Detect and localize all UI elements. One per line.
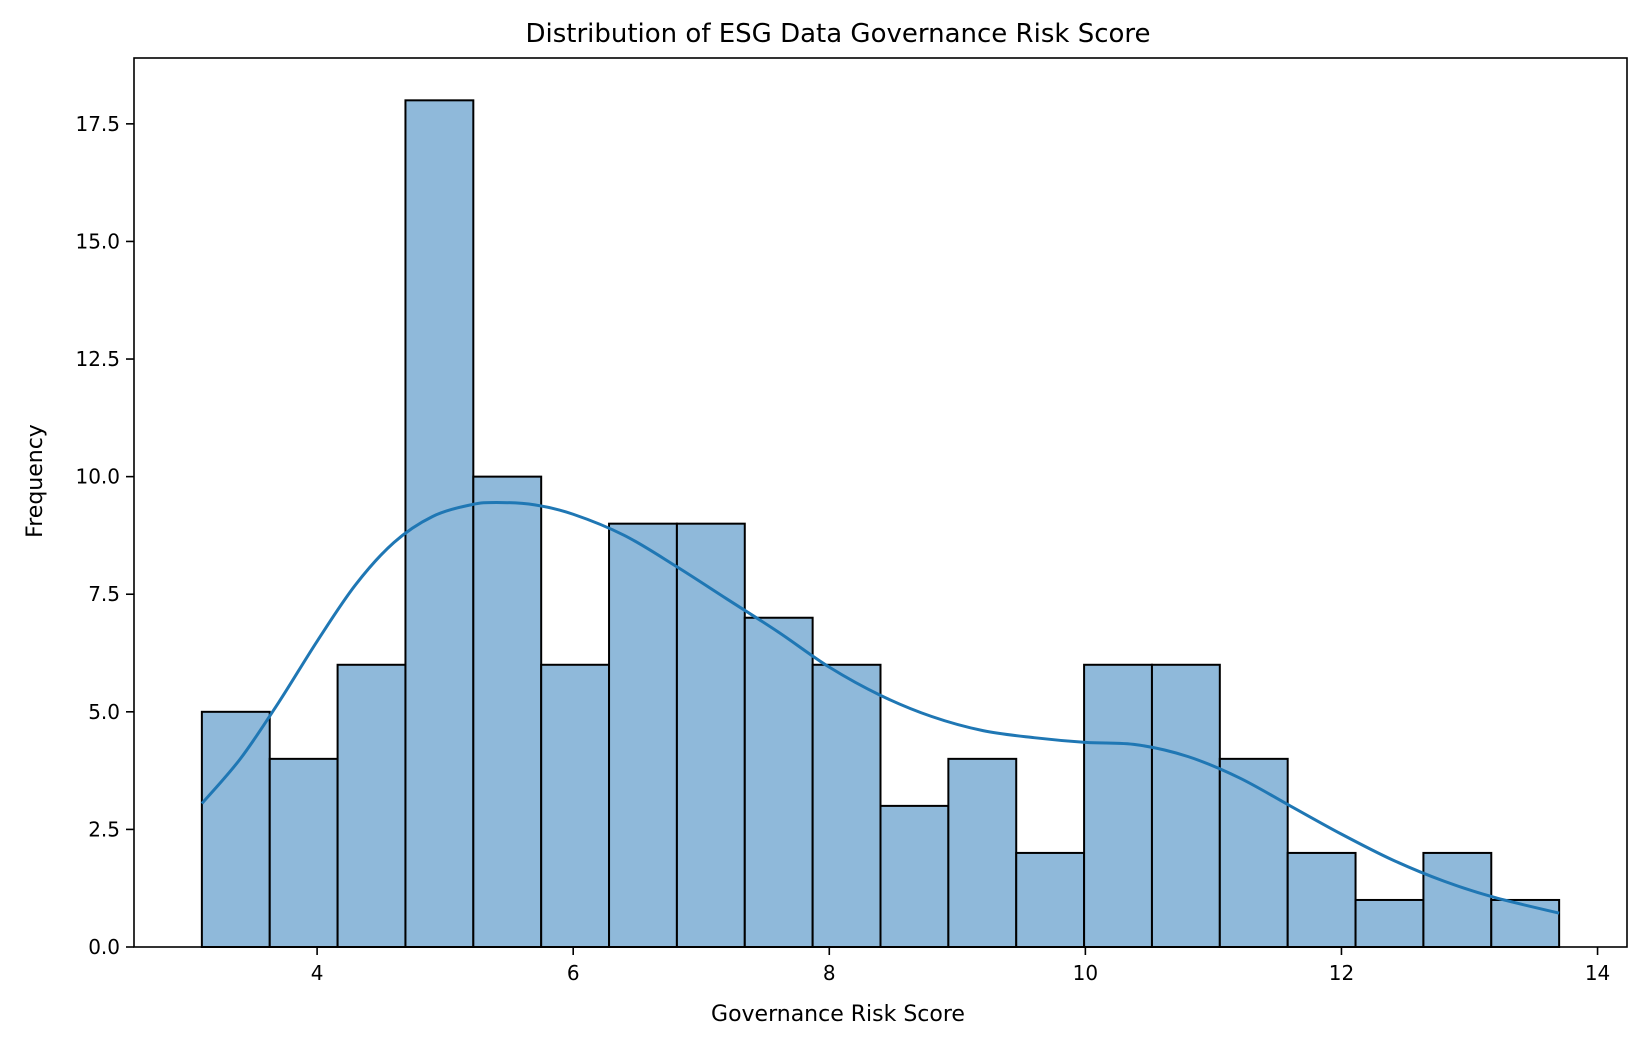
chart-title: Distribution of ESG Data Governance Risk… xyxy=(525,19,1150,49)
histogram-bar-1 xyxy=(268,757,339,949)
y-tick-label: 15.0 xyxy=(75,229,120,253)
y-axis-ticks: 0.0 2.5 5.0 7.5 10.0 12.5 15.0 17.5 xyxy=(75,112,134,959)
histogram-bar-8 xyxy=(743,616,814,948)
x-tick-label: 14 xyxy=(1585,961,1610,985)
y-tick-label: 2.5 xyxy=(88,817,120,841)
histogram-bar-10 xyxy=(879,804,950,949)
histogram-bar-5 xyxy=(540,663,611,948)
histogram-bar-14 xyxy=(1150,663,1221,948)
y-tick-label: 10.0 xyxy=(75,465,120,489)
y-tick-label: 17.5 xyxy=(75,112,120,136)
histogram-bar-7 xyxy=(675,522,746,949)
y-tick-label: 0.0 xyxy=(88,935,120,959)
histogram-bar-15 xyxy=(1218,757,1289,949)
y-tick-label: 12.5 xyxy=(75,347,120,371)
kde-curve xyxy=(200,500,1560,915)
y-axis-label: Frequency xyxy=(23,424,48,538)
x-tick-label: 6 xyxy=(567,961,580,985)
bars-group xyxy=(200,99,1561,949)
histogram-bar-9 xyxy=(811,663,882,948)
histogram-bar-16 xyxy=(1286,851,1357,948)
histogram-bar-6 xyxy=(608,522,678,949)
y-tick-label: 7.5 xyxy=(88,582,120,606)
x-tick-label: 4 xyxy=(311,961,324,985)
histogram-bar-2 xyxy=(336,663,407,948)
x-tick-label: 10 xyxy=(1073,961,1098,985)
histogram-bar-17 xyxy=(1354,898,1425,948)
plot-frame xyxy=(133,57,1628,948)
histogram-bar-11 xyxy=(947,757,1018,949)
x-tick-label: 8 xyxy=(823,961,836,985)
x-axis-label: Governance Risk Score xyxy=(711,1002,965,1027)
x-tick-label: 12 xyxy=(1329,961,1354,985)
y-tick-label: 5.0 xyxy=(88,700,120,724)
histogram-bar-18 xyxy=(1422,851,1493,948)
histogram-bar-0 xyxy=(200,710,271,948)
histogram-bar-3 xyxy=(404,99,475,949)
x-axis-ticks: 4 6 8 10 12 14 xyxy=(311,947,1610,985)
histogram-bar-19 xyxy=(1490,898,1561,948)
histogram-bar-12 xyxy=(1015,851,1086,948)
histogram-bar-13 xyxy=(1083,663,1153,948)
histogram-bar-4 xyxy=(472,475,543,948)
